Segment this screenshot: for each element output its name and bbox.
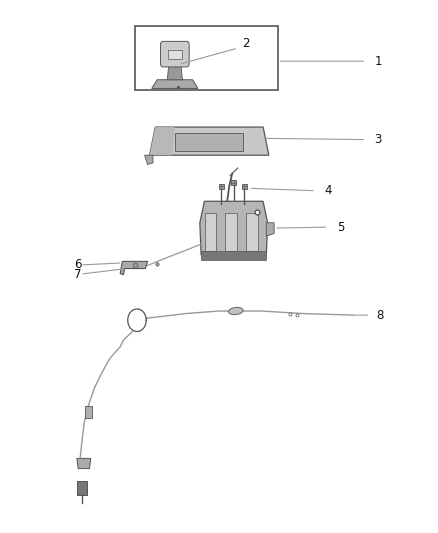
Bar [246,213,258,251]
Text: 4: 4 [324,184,332,197]
Polygon shape [77,458,91,469]
Bar [77,481,88,495]
Polygon shape [152,80,198,88]
Ellipse shape [229,308,243,314]
Bar [135,26,278,90]
Text: 1: 1 [374,55,382,68]
Polygon shape [145,155,153,164]
Polygon shape [266,223,274,236]
Polygon shape [150,127,175,155]
Polygon shape [167,63,182,80]
Polygon shape [200,201,268,255]
Bar [205,213,216,251]
Bar [201,251,266,260]
Bar [231,180,236,185]
Text: 2: 2 [243,37,250,51]
FancyBboxPatch shape [161,42,189,67]
Bar [168,50,182,59]
Text: 8: 8 [377,309,384,321]
Text: 5: 5 [337,221,344,233]
Text: 3: 3 [374,133,382,146]
Bar [175,133,243,151]
Bar [226,213,237,251]
Text: 6: 6 [74,259,81,271]
Bar [85,406,92,418]
Text: 7: 7 [74,268,81,281]
Bar [219,183,224,189]
Bar [242,183,247,189]
Polygon shape [120,261,148,274]
Polygon shape [150,127,269,155]
